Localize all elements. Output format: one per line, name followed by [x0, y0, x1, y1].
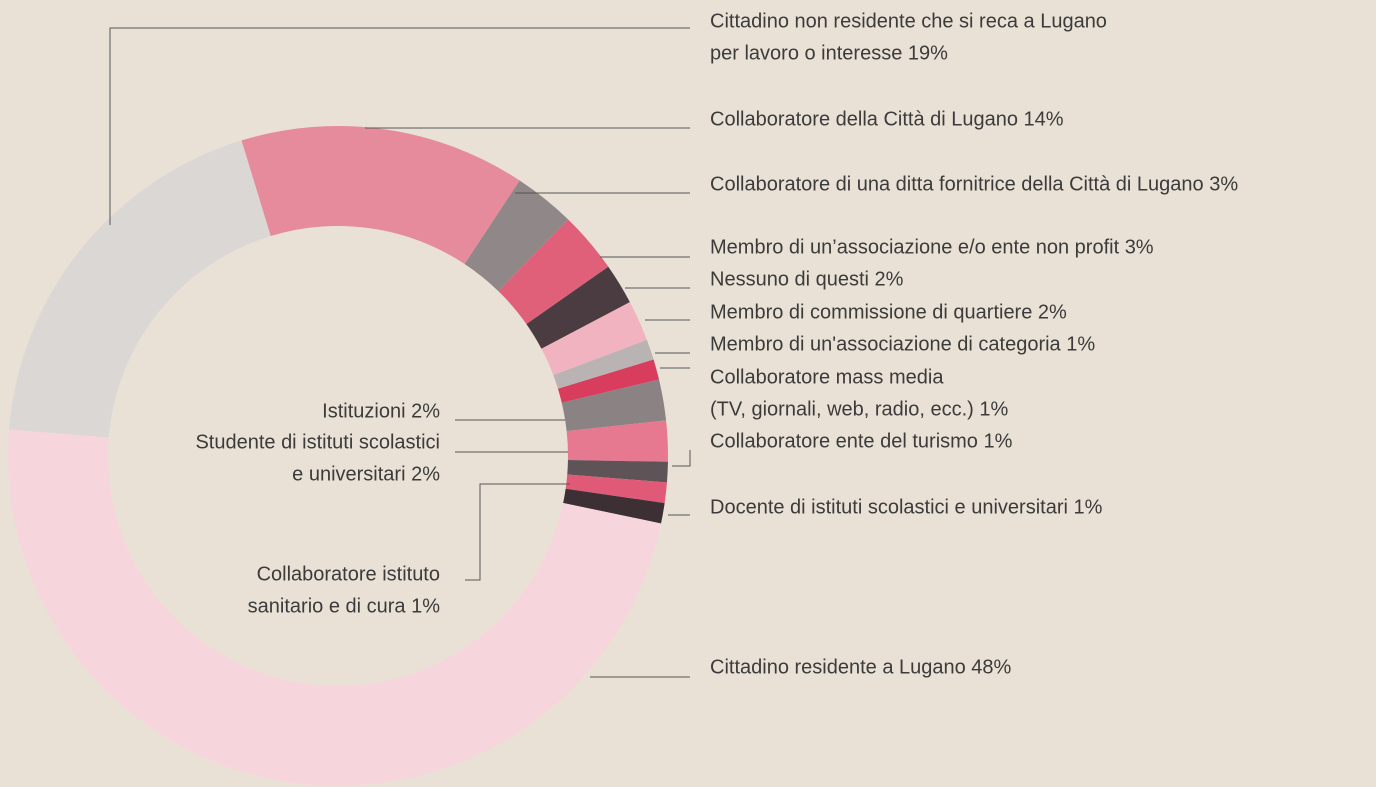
leader-line [465, 483, 570, 581]
donut-slice [541, 302, 647, 376]
slice-label: Istituzioni 2% [322, 400, 440, 422]
donut-slice [563, 488, 665, 524]
slice-label: Collaboratore istituto [257, 563, 440, 585]
slice-label: sanitario e di cura 1% [248, 595, 441, 617]
donut-slice [526, 266, 630, 349]
donut-slice [561, 379, 667, 432]
donut-slice [553, 339, 654, 389]
slice-label: e universitari 2% [292, 463, 440, 485]
slice-label: Collaboratore della Città di Lugano 14% [710, 108, 1064, 130]
slice-label: Docente di istituti scolastici e univers… [710, 496, 1103, 518]
donut-slice [464, 180, 569, 292]
donut-slice [565, 474, 667, 504]
slice-label: Cittadino residente a Lugano 48% [710, 656, 1012, 678]
slice-label: Studente di istituti scolastici [195, 431, 440, 453]
donut-slice [566, 420, 668, 462]
slice-label: Membro di un’associazione e/o ente non p… [710, 236, 1154, 258]
slice-label: Collaboratore ente del turismo 1% [710, 430, 1013, 452]
slice-label: (TV, giornali, web, radio, ecc.) 1% [710, 398, 1008, 420]
donut-slice [241, 126, 520, 264]
slice-label: Collaboratore mass media [710, 366, 944, 388]
slice-label: Nessuno di questi 2% [710, 268, 904, 290]
donut-slice [9, 140, 271, 438]
slice-label: Membro di un'associazione di categoria 1… [710, 333, 1095, 355]
donut-slice [8, 429, 662, 786]
donut-slice [557, 359, 660, 403]
slice-label: Membro di commissione di quartiere 2% [710, 301, 1067, 323]
slice-label: Collaboratore di una ditta fornitrice de… [710, 173, 1238, 195]
slice-label: Cittadino non residente che si reca a Lu… [710, 10, 1107, 32]
donut-slice [498, 219, 609, 325]
donut-slice [567, 460, 668, 483]
leader-line [109, 27, 690, 225]
slice-label: per lavoro o interesse 19% [710, 42, 948, 64]
leader-line [672, 450, 691, 467]
